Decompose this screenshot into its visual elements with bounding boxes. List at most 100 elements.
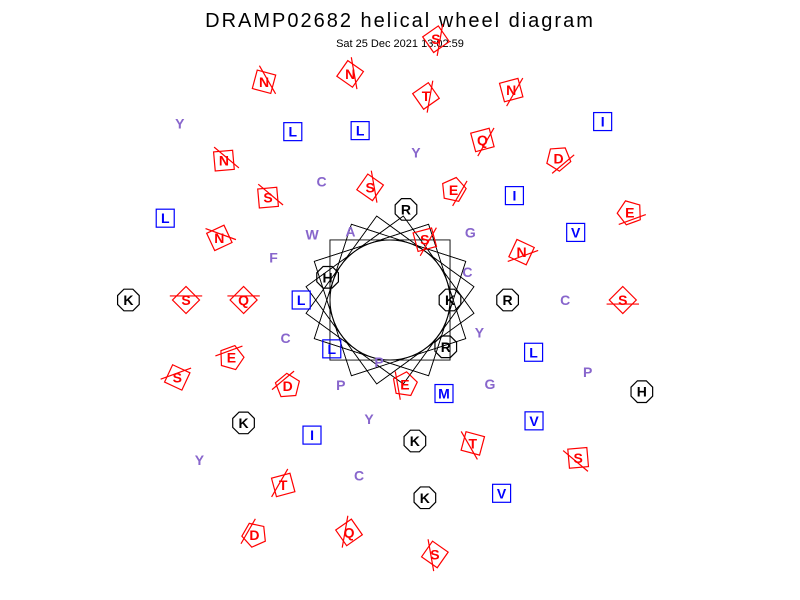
residue-50: D	[539, 140, 576, 176]
residue-60: N	[244, 61, 284, 103]
residue-63: K	[118, 289, 140, 311]
svg-text:W: W	[306, 227, 320, 243]
residue-11: Y	[475, 325, 485, 341]
svg-text:S: S	[430, 546, 439, 562]
svg-text:Y: Y	[411, 145, 421, 161]
svg-text:F: F	[269, 250, 278, 266]
residue-55: Q	[333, 514, 365, 551]
svg-text:R: R	[401, 201, 411, 217]
residue-68: I	[594, 113, 612, 131]
residue-62: S	[419, 536, 451, 573]
residue-7: C	[462, 264, 472, 280]
residue-17: S	[354, 169, 386, 206]
residue-45: S	[170, 287, 202, 314]
svg-text:Y: Y	[364, 411, 374, 427]
svg-text:Y: Y	[175, 116, 185, 132]
residue-29: L	[525, 343, 543, 361]
residue-54: S	[607, 287, 639, 314]
residue-15: M	[435, 385, 453, 403]
residue-27: Q	[227, 287, 259, 314]
residue-16: C	[280, 330, 290, 346]
svg-text:N: N	[219, 153, 229, 169]
residue-31: S	[247, 177, 289, 219]
residue-53: N	[334, 56, 366, 93]
svg-text:V: V	[529, 413, 539, 429]
residue-59: Y	[195, 452, 205, 468]
svg-text:G: G	[484, 376, 495, 392]
residue-12: P	[336, 377, 345, 393]
helical-wheel-svg: KPHSRLACELRYPWGMCSRYFEGDCNKQYLISITELCCNQ…	[0, 0, 800, 600]
residue-49: N	[203, 140, 245, 182]
svg-text:P: P	[583, 364, 592, 380]
svg-text:C: C	[280, 330, 290, 346]
svg-text:L: L	[297, 292, 306, 308]
svg-text:E: E	[449, 182, 458, 198]
residue-46: T	[410, 78, 442, 115]
residue-36: C	[560, 292, 570, 308]
residue-10: R	[395, 199, 417, 221]
svg-text:S: S	[431, 31, 440, 47]
residue-66: D	[238, 517, 272, 553]
residue-20: F	[269, 250, 278, 266]
svg-text:N: N	[516, 244, 526, 260]
svg-text:T: T	[469, 435, 478, 451]
residue-13: W	[306, 227, 320, 243]
residue-32: I	[505, 187, 523, 205]
svg-text:E: E	[625, 205, 634, 221]
residue-40: V	[525, 412, 543, 430]
svg-text:I: I	[601, 114, 605, 130]
svg-text:A: A	[345, 223, 355, 239]
svg-text:L: L	[327, 341, 336, 357]
residue-38: N	[200, 220, 240, 256]
svg-text:S: S	[573, 450, 582, 466]
residue-23: D	[270, 369, 307, 405]
residue-9: L	[292, 291, 310, 309]
svg-text:C: C	[462, 264, 472, 280]
residue-51: V	[493, 484, 511, 502]
residue-61: E	[612, 196, 647, 227]
svg-text:H: H	[637, 384, 647, 400]
svg-text:D: D	[249, 527, 259, 543]
residue-44: K	[414, 487, 436, 509]
svg-text:C: C	[317, 174, 327, 190]
residue-28: Y	[411, 145, 421, 161]
svg-text:K: K	[420, 490, 430, 506]
residue-41: K	[233, 412, 255, 434]
residue-52: S	[157, 359, 197, 395]
svg-text:Q: Q	[477, 132, 488, 148]
svg-text:S: S	[173, 369, 182, 385]
svg-text:R: R	[441, 339, 451, 355]
residue-65: H	[631, 381, 653, 403]
residue-48: T	[263, 464, 303, 506]
residue-34: E	[214, 343, 249, 374]
residue-14: G	[465, 225, 476, 241]
svg-text:E: E	[227, 350, 236, 366]
residue-56: L	[156, 209, 174, 227]
svg-text:S: S	[618, 292, 627, 308]
svg-text:C: C	[560, 292, 570, 308]
residue-6: A	[345, 223, 355, 239]
residue-37: C	[354, 468, 364, 484]
svg-text:L: L	[289, 124, 298, 140]
svg-text:D: D	[283, 378, 293, 394]
residue-24: C	[317, 174, 327, 190]
svg-text:N: N	[506, 82, 516, 98]
svg-text:L: L	[356, 123, 365, 139]
svg-text:Q: Q	[344, 524, 355, 540]
svg-text:K: K	[123, 292, 133, 308]
svg-text:C: C	[354, 468, 364, 484]
residue-0: K	[439, 289, 461, 311]
residue-2: H	[317, 266, 339, 288]
svg-text:N: N	[214, 230, 224, 246]
svg-text:E: E	[400, 376, 409, 392]
residue-30: I	[303, 426, 321, 444]
residue-21: E	[435, 171, 469, 207]
svg-text:D: D	[553, 151, 563, 167]
svg-text:N: N	[259, 74, 269, 90]
residue-47: P	[583, 364, 592, 380]
svg-text:S: S	[365, 179, 374, 195]
svg-text:L: L	[529, 344, 538, 360]
residue-19: Y	[364, 411, 374, 427]
residue-8: E	[392, 368, 419, 400]
residue-18: R	[497, 289, 519, 311]
